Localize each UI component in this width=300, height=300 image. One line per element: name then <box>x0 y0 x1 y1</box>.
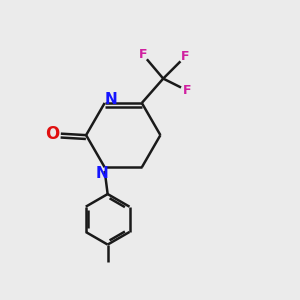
Text: N: N <box>105 92 118 107</box>
Text: F: F <box>138 48 147 61</box>
Text: F: F <box>181 50 189 63</box>
Text: N: N <box>95 167 108 182</box>
Text: O: O <box>45 125 60 143</box>
Text: F: F <box>183 84 191 97</box>
